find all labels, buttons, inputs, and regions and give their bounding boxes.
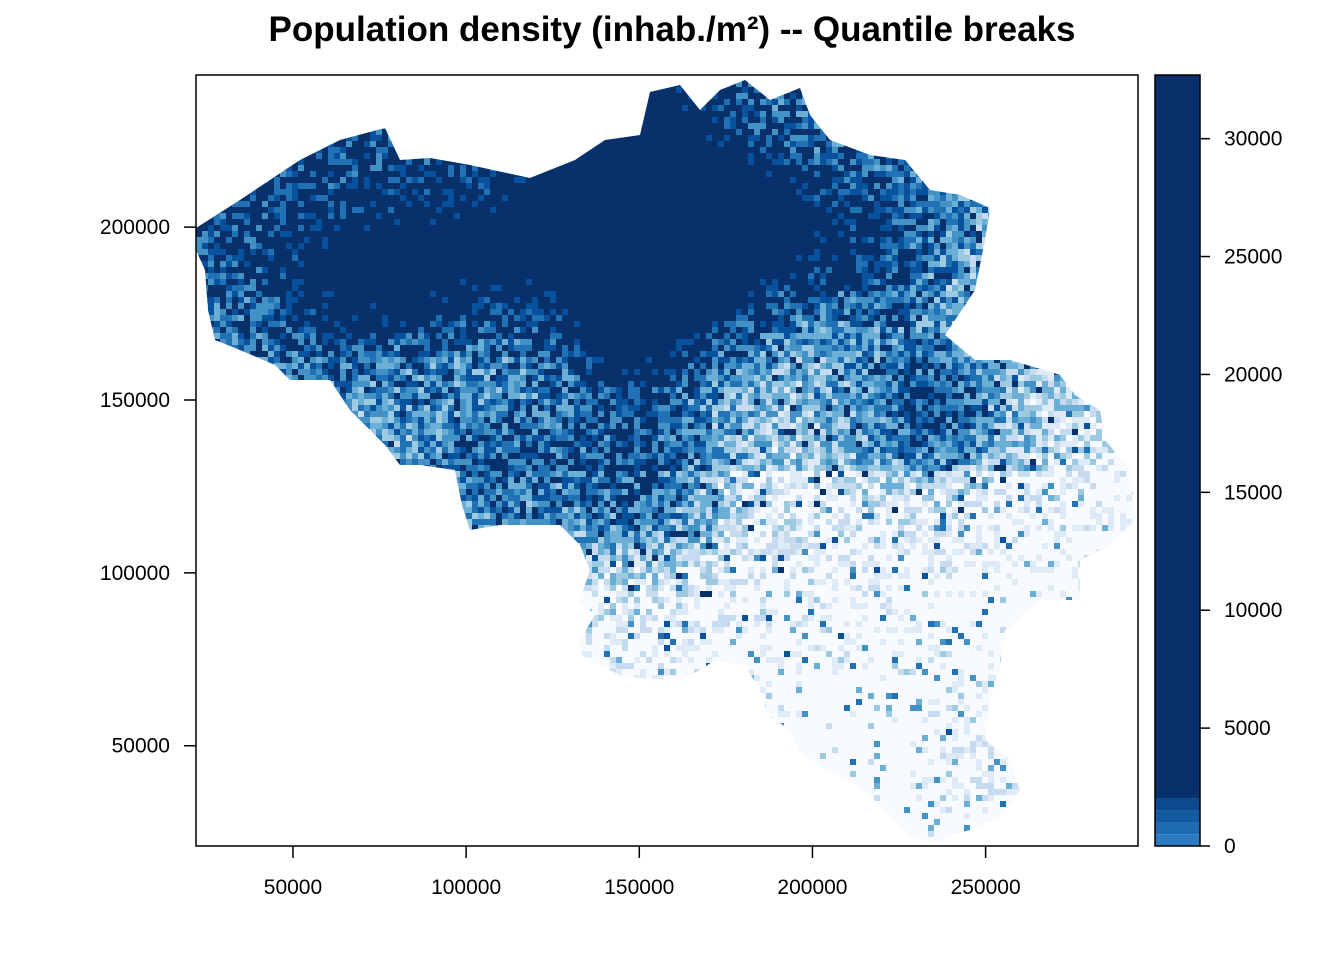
color-legend: 0 5000 10000 15000 20000 25000 30000: [1154, 74, 1282, 858]
legend-tick-label: 5000: [1224, 717, 1271, 740]
chart-title: Population density (inhab./m²) -- Quanti…: [0, 10, 1344, 50]
x-tick-label: 250000: [951, 876, 1021, 899]
legend-tick-label: 30000: [1224, 128, 1282, 151]
legend-class: [1155, 810, 1200, 823]
x-tick-label: 100000: [431, 876, 501, 899]
legend-tick-label: 25000: [1224, 246, 1282, 269]
y-tick-label: 200000: [100, 216, 170, 239]
legend-tick-label: 0: [1224, 835, 1236, 858]
x-tick-label: 50000: [264, 876, 322, 899]
y-tick-label: 150000: [100, 389, 170, 412]
y-tick-label: 50000: [112, 735, 170, 758]
x-axis: 50000 100000 150000 200000 250000: [264, 846, 1021, 899]
y-axis: 50000 100000 150000 200000: [100, 216, 196, 758]
legend-tick-label: 20000: [1224, 363, 1282, 386]
legend-class: [1155, 75, 1200, 799]
legend-class: [1155, 834, 1200, 846]
legend-class: [1155, 822, 1200, 835]
plot-frame: [195, 74, 1139, 847]
x-tick-label: 150000: [604, 876, 674, 899]
density-raster: [196, 80, 1135, 843]
x-tick-label: 200000: [777, 876, 847, 899]
legend-class: [1155, 798, 1200, 811]
y-tick-label: 100000: [100, 562, 170, 585]
legend-tick-label: 15000: [1224, 481, 1282, 504]
legend-frame: [1154, 74, 1201, 847]
legend-tick-label: 10000: [1224, 599, 1282, 622]
